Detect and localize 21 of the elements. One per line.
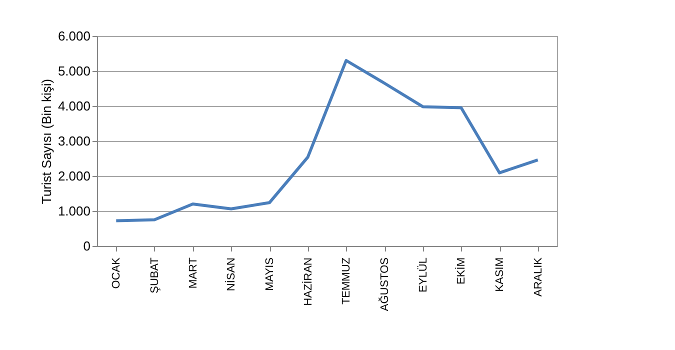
x-tick-label: TEMMUZ — [340, 257, 353, 305]
y-tick-label: 6.000 — [58, 28, 90, 44]
x-tick-label: AĞUSTOS — [378, 258, 391, 312]
x-tick-label: MAYIS — [264, 258, 276, 291]
x-tick-label: ARALIK — [532, 256, 544, 297]
y-tick-label: 2.000 — [58, 168, 90, 184]
y-tick-label: 1.000 — [58, 204, 90, 218]
x-tick-label: MART — [187, 257, 200, 288]
x-tick-label: ŞUBAT — [149, 257, 161, 294]
y-tick-label: 4.000 — [58, 98, 90, 114]
y-tick-label: 3.000 — [58, 134, 90, 148]
x-tick-label: EYLÜL — [416, 258, 430, 292]
y-tick-label: 5.000 — [58, 64, 90, 78]
x-tick-label: KASIM — [494, 258, 506, 292]
line-series — [114, 59, 540, 222]
x-tick-label: EKİM — [454, 258, 468, 284]
y-tick-label: 0 — [83, 238, 90, 254]
y-axis-title: Turist Sayısı (Bin kişi) — [38, 78, 54, 204]
x-tick-label: HAZİRAN — [301, 257, 314, 306]
x-tick-label: NİSAN — [224, 257, 238, 292]
x-tick-label: OCAK — [110, 256, 123, 289]
